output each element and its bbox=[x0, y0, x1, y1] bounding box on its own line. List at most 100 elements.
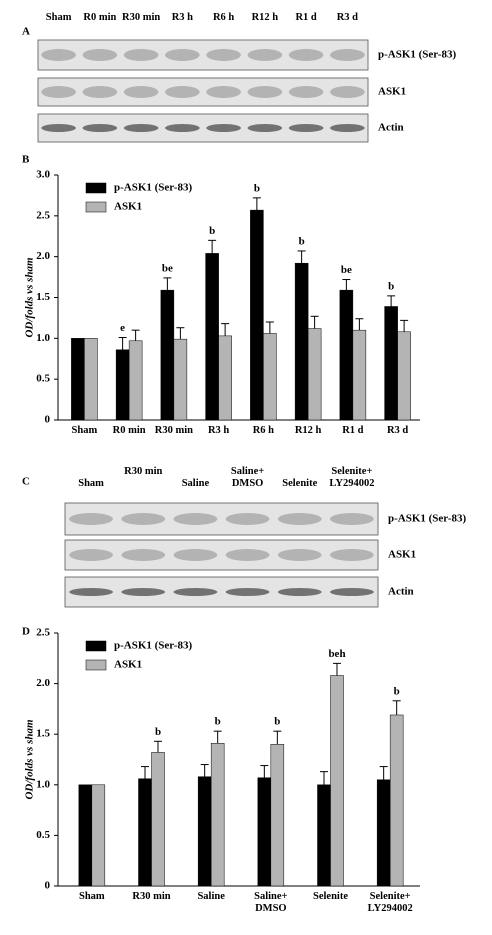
blot-band bbox=[225, 513, 270, 525]
blot-band bbox=[247, 49, 283, 61]
bar bbox=[384, 306, 398, 421]
annotation: b bbox=[155, 726, 161, 738]
blot-band bbox=[288, 124, 324, 132]
y-tick-label: 1.0 bbox=[36, 778, 50, 790]
lane-label: Sham bbox=[45, 12, 72, 23]
bar bbox=[270, 744, 285, 887]
annotation: beh bbox=[328, 648, 345, 660]
bar bbox=[210, 743, 225, 887]
x-tick-label: R1 d bbox=[342, 425, 364, 436]
x-tick-label: Sham bbox=[78, 891, 105, 902]
blot-band bbox=[82, 49, 118, 61]
blot-band bbox=[247, 86, 283, 98]
blot-band bbox=[330, 124, 365, 132]
y-axis-label: OD/folds vs sham bbox=[24, 257, 36, 338]
row-label: p-ASK1 (Ser-83) bbox=[388, 513, 466, 525]
y-axis-label: OD/folds vs sham bbox=[24, 719, 36, 800]
annotation: b bbox=[299, 235, 305, 247]
bar bbox=[205, 253, 219, 421]
bar bbox=[115, 349, 130, 421]
blot-band bbox=[165, 124, 200, 132]
blot-band bbox=[165, 49, 200, 61]
annotation: b bbox=[215, 716, 221, 728]
blot-band bbox=[206, 86, 241, 98]
bar bbox=[71, 338, 85, 421]
bar bbox=[397, 331, 411, 421]
blot-band bbox=[330, 513, 374, 525]
y-tick-label: 0 bbox=[45, 880, 51, 892]
panel-letter: B bbox=[22, 154, 30, 166]
bar bbox=[151, 752, 165, 887]
blot-strip bbox=[64, 539, 379, 571]
blot-band bbox=[41, 86, 76, 98]
legend-swatch bbox=[85, 659, 107, 671]
bar bbox=[294, 262, 309, 421]
blot-band bbox=[173, 513, 218, 525]
row-label: ASK1 bbox=[388, 549, 416, 561]
blot-band bbox=[277, 513, 322, 525]
lane-label: Sham bbox=[78, 478, 104, 489]
y-tick-label: 0 bbox=[45, 414, 51, 426]
y-tick-label: 2.0 bbox=[36, 677, 50, 689]
row-label: Actin bbox=[378, 122, 404, 134]
blot-band bbox=[330, 588, 374, 596]
legend-label: ASK1 bbox=[114, 201, 142, 213]
blot-strip bbox=[64, 502, 379, 536]
legend-swatch bbox=[85, 201, 107, 213]
x-tick-label: Sham bbox=[71, 425, 98, 436]
annotation: be bbox=[162, 262, 173, 274]
blot-band bbox=[69, 513, 113, 525]
y-tick-label: 1.5 bbox=[36, 728, 50, 740]
lane-label: R3 h bbox=[171, 12, 194, 23]
blot-band bbox=[41, 49, 76, 61]
bar bbox=[128, 340, 143, 421]
blot-band bbox=[173, 588, 218, 596]
x-tick-label: R3 h bbox=[207, 425, 230, 436]
legend-label: p-ASK1 (Ser-83) bbox=[114, 182, 192, 194]
blot-band bbox=[173, 549, 218, 561]
blot-band bbox=[121, 513, 166, 525]
annotation: b bbox=[254, 182, 260, 194]
blot-band bbox=[82, 86, 118, 98]
y-tick-label: 2.5 bbox=[36, 627, 50, 639]
x-tick-label: R6 h bbox=[252, 425, 275, 436]
blot-band bbox=[330, 86, 365, 98]
bar bbox=[352, 329, 367, 421]
legend-label: ASK1 bbox=[114, 659, 142, 671]
lane-label: Saline bbox=[181, 478, 210, 489]
blot-band bbox=[288, 49, 324, 61]
bar bbox=[339, 289, 354, 421]
y-tick-label: 1.0 bbox=[36, 332, 50, 344]
legend-swatch bbox=[85, 182, 107, 194]
bar bbox=[257, 777, 272, 887]
panel-letter: A bbox=[22, 26, 30, 38]
x-tick-label: R3 d bbox=[386, 425, 409, 436]
bar bbox=[138, 778, 152, 887]
blot-band bbox=[206, 49, 241, 61]
lane-label: Saline+ DMSO bbox=[230, 466, 265, 489]
blot-band bbox=[206, 124, 241, 132]
lane-label: R6 h bbox=[212, 12, 235, 23]
annotation: b bbox=[274, 716, 280, 728]
bar bbox=[78, 784, 93, 887]
blot-band bbox=[225, 549, 270, 561]
blot-band bbox=[123, 86, 159, 98]
lane-label: R3 d bbox=[336, 12, 359, 23]
blot-band bbox=[69, 588, 113, 596]
bar bbox=[263, 333, 277, 421]
row-label: Actin bbox=[388, 586, 414, 598]
y-tick-label: 2.0 bbox=[36, 250, 50, 262]
lane-label: Selenite bbox=[282, 478, 318, 489]
blot-band bbox=[121, 588, 166, 596]
row-label: p-ASK1 (Ser-83) bbox=[378, 49, 456, 61]
x-tick-label: R30 min bbox=[132, 891, 171, 902]
annotation: be bbox=[341, 264, 352, 276]
bar bbox=[250, 209, 264, 421]
x-tick-label: Saline bbox=[197, 891, 225, 902]
bar bbox=[218, 335, 232, 421]
row-label: ASK1 bbox=[378, 86, 406, 98]
annotation: e bbox=[120, 322, 125, 334]
legend-label: p-ASK1 (Ser-83) bbox=[114, 640, 192, 652]
